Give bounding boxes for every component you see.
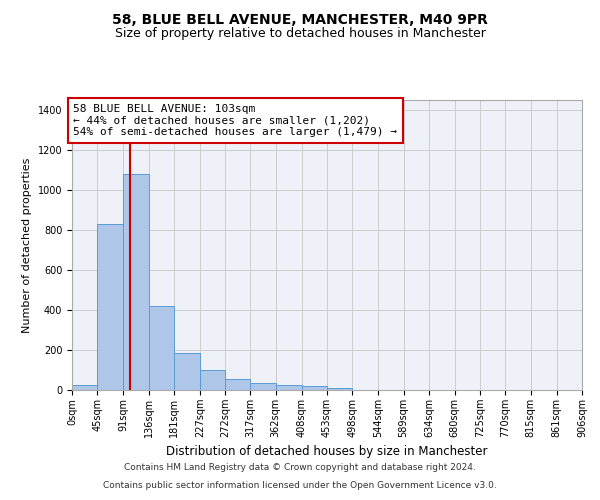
Bar (250, 383, 276, 390)
Bar (302, 386, 327, 390)
Text: 58, BLUE BELL AVENUE, MANCHESTER, M40 9PR: 58, BLUE BELL AVENUE, MANCHESTER, M40 9P… (112, 12, 488, 26)
Bar (97, 224, 123, 390)
Text: Size of property relative to detached houses in Manchester: Size of property relative to detached ho… (115, 28, 485, 40)
Bar (72, 385, 97, 390)
Bar (200, 370, 225, 390)
Bar (225, 378, 250, 390)
Bar (149, 306, 174, 390)
Bar (174, 353, 200, 390)
Y-axis label: Number of detached properties: Number of detached properties (22, 158, 32, 332)
X-axis label: Distribution of detached houses by size in Manchester: Distribution of detached houses by size … (166, 446, 488, 458)
Bar (327, 388, 352, 390)
Text: Contains public sector information licensed under the Open Government Licence v3: Contains public sector information licen… (103, 481, 497, 490)
Text: 58 BLUE BELL AVENUE: 103sqm
← 44% of detached houses are smaller (1,202)
54% of : 58 BLUE BELL AVENUE: 103sqm ← 44% of det… (73, 104, 397, 137)
Bar (123, 174, 149, 390)
Text: Contains HM Land Registry data © Crown copyright and database right 2024.: Contains HM Land Registry data © Crown c… (124, 464, 476, 472)
Bar (276, 385, 302, 390)
